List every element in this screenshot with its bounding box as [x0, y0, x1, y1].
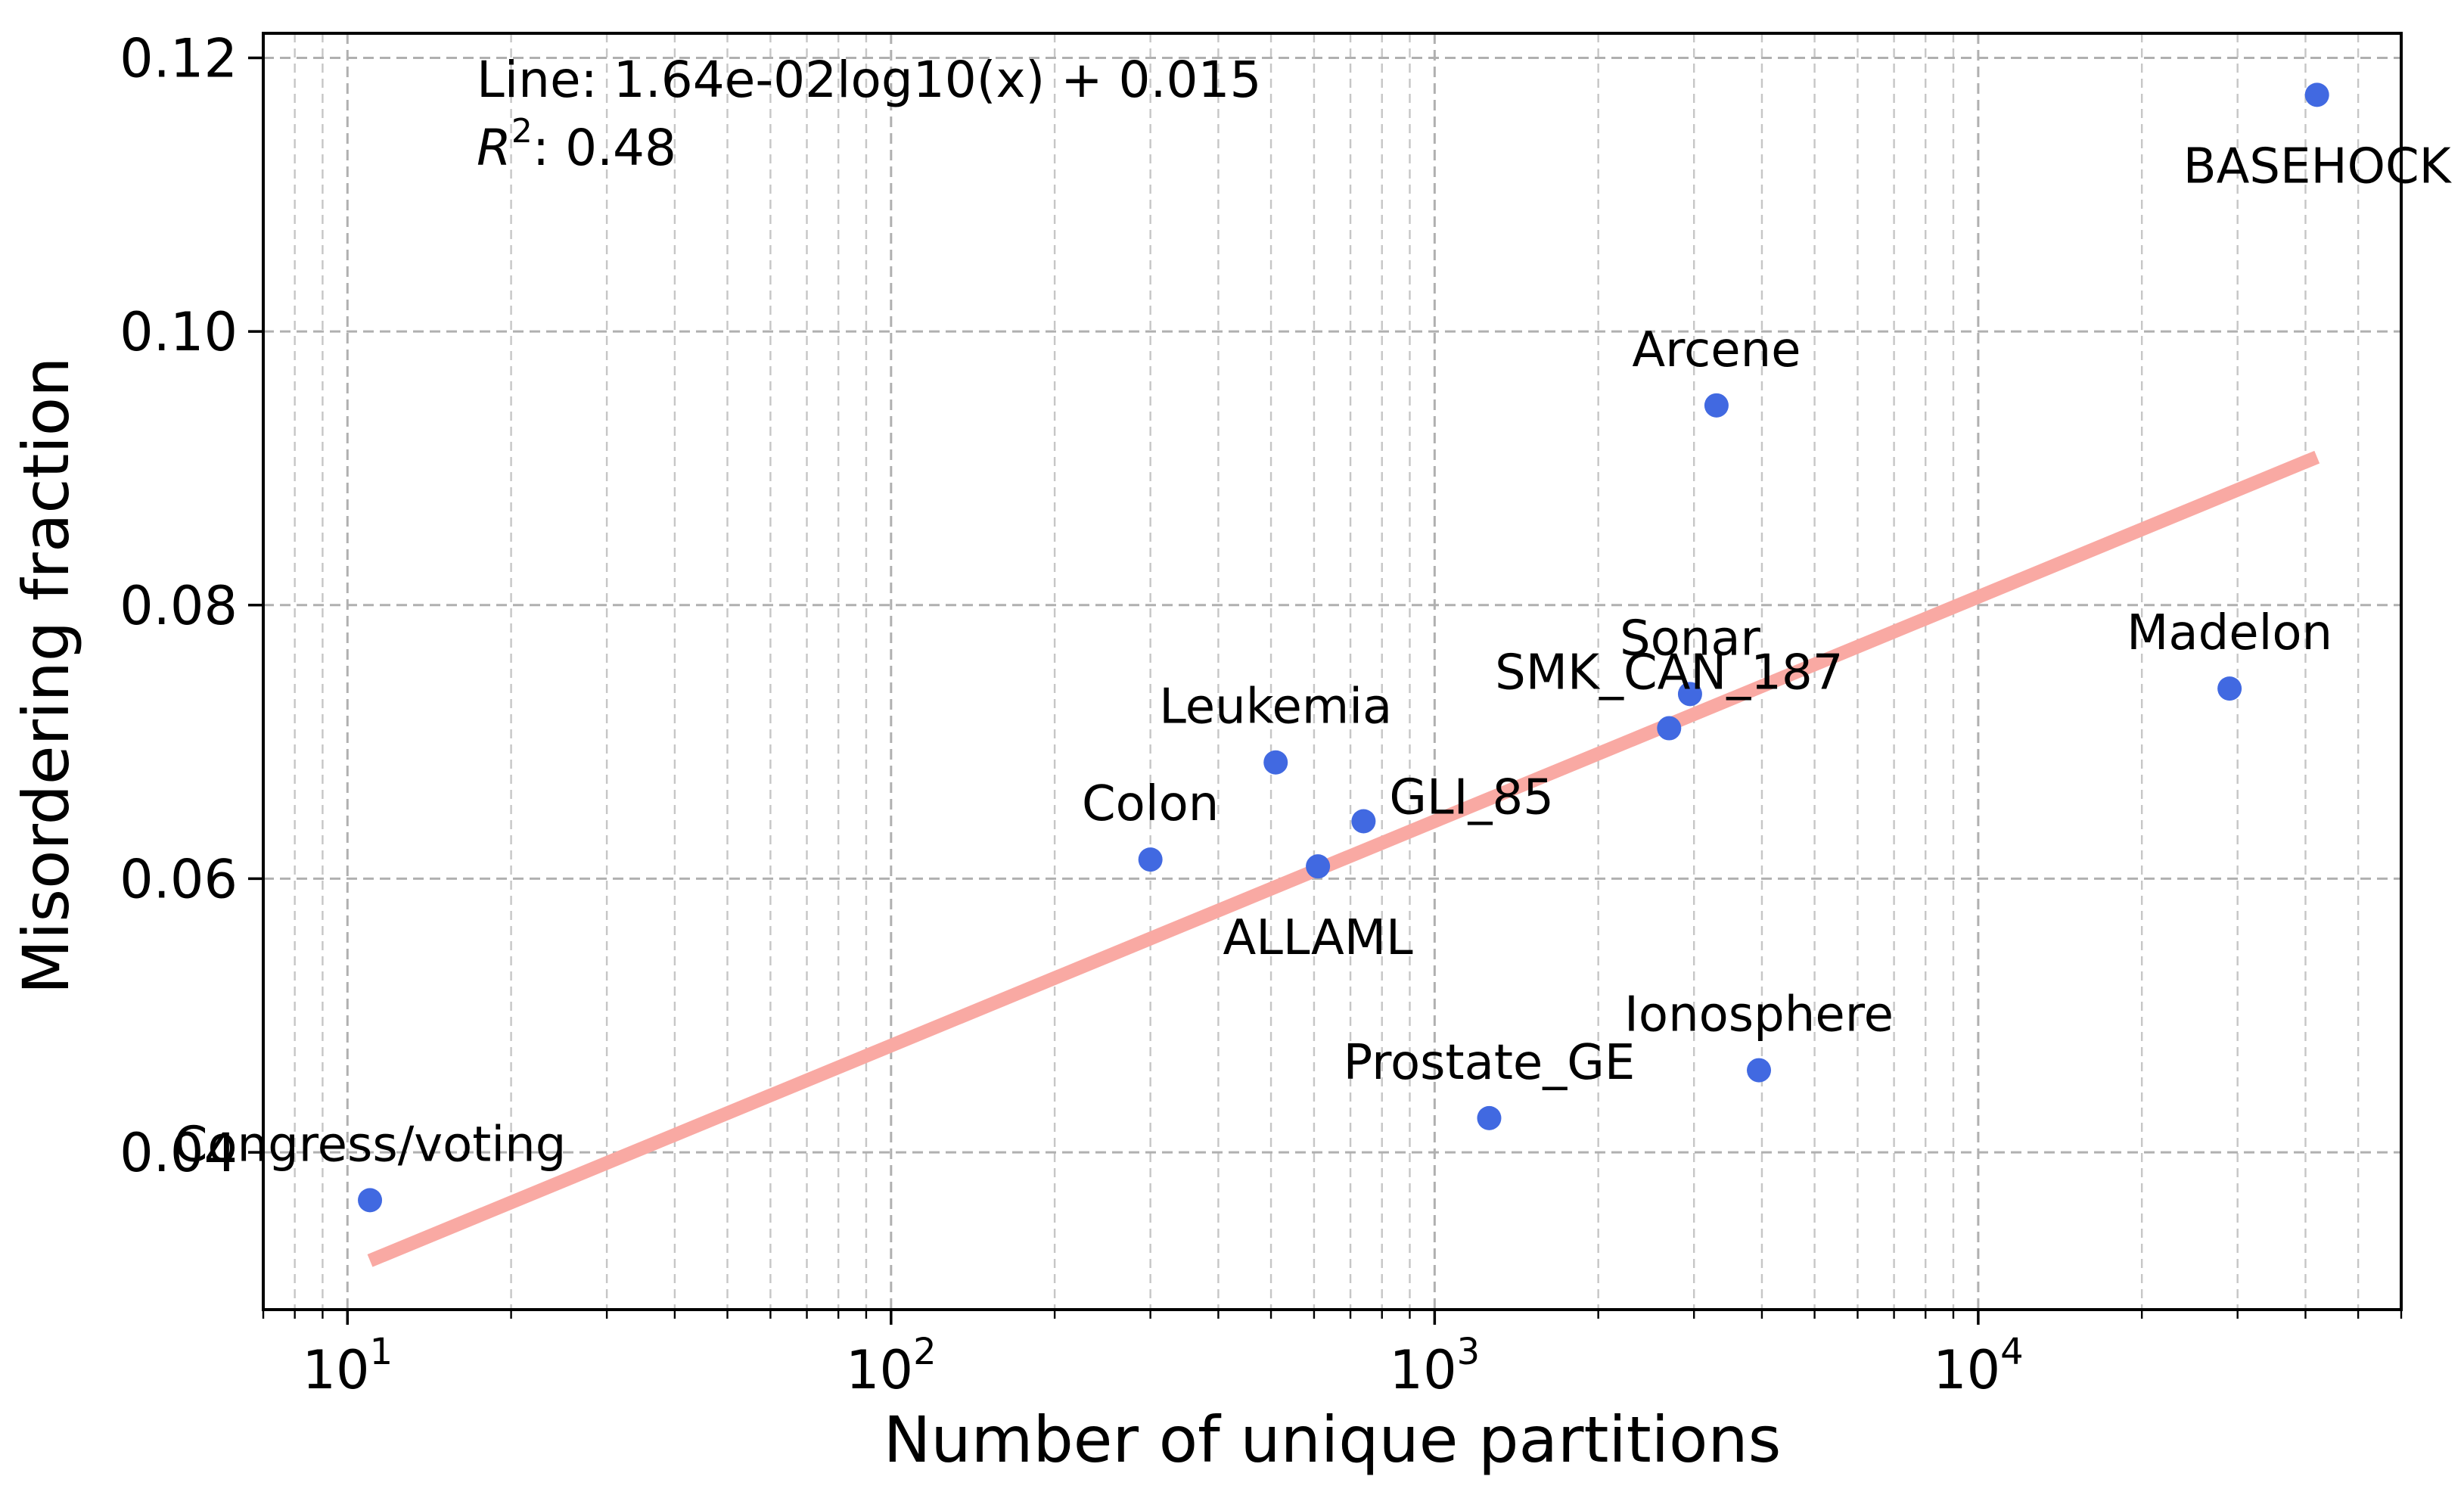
point-label: ALLAML — [1223, 910, 1413, 966]
point-label: Leukemia — [1159, 679, 1392, 735]
x-tick-label: 103 — [1390, 1331, 1481, 1401]
x-tick-exponent: 2 — [913, 1331, 937, 1373]
data-point — [1747, 1058, 1772, 1083]
x-tick-exponent: 1 — [370, 1331, 393, 1373]
data-point — [1477, 1105, 1502, 1130]
fit-line-group — [367, 450, 2320, 1267]
data-point — [1306, 854, 1331, 879]
point-label: Arcene — [1632, 322, 1801, 378]
y-tick-label: 0.12 — [120, 28, 238, 90]
data-point — [1263, 750, 1288, 775]
grid — [262, 33, 2403, 1310]
data-point — [1351, 809, 1376, 834]
y-tick-label: 0.06 — [120, 848, 238, 910]
data-point — [1138, 847, 1163, 872]
data-point — [1677, 682, 1702, 707]
data-point — [358, 1188, 383, 1213]
point-labels: Congress/voting Colon Leukemia ALLAML GLI_85… — [174, 138, 2453, 1173]
data-point — [1657, 716, 1682, 741]
y-tick-label: 0.04 — [120, 1122, 238, 1184]
x-tick-label: 104 — [1933, 1331, 2024, 1401]
x-tick-base: 10 — [846, 1339, 913, 1401]
point-label: BASEHOCK — [2183, 138, 2453, 194]
x-tick-exponent: 3 — [1457, 1331, 1481, 1373]
plot-frame — [262, 32, 2403, 1311]
x-axis-title: Number of unique partitions — [884, 1403, 1782, 1477]
point-label: Madelon — [2127, 605, 2332, 661]
point-label: GLI_85 — [1389, 769, 1554, 825]
annotation-r-squared: R2: 0.48 — [477, 112, 676, 177]
data-point — [1704, 393, 1729, 418]
data-point — [2217, 676, 2242, 701]
x-tick-base: 10 — [302, 1339, 369, 1401]
point-label: Sonar — [1620, 611, 1761, 667]
point-label: Prostate_GE — [1344, 1035, 1636, 1091]
x-tick-base: 10 — [1933, 1339, 2000, 1401]
y-tick-label: 0.08 — [120, 575, 238, 637]
x-tick-label: 101 — [302, 1331, 393, 1401]
r-squared-value: : 0.48 — [533, 119, 676, 177]
x-tick-exponent: 4 — [2000, 1331, 2024, 1373]
x-tick-label: 102 — [846, 1331, 937, 1401]
r-squared-exponent: 2 — [511, 112, 533, 151]
r-squared-symbol: R — [477, 119, 511, 177]
point-label: SMK_CAN_187 — [1495, 645, 1843, 701]
data-point — [2304, 82, 2329, 107]
x-tick-base: 10 — [1390, 1339, 1457, 1401]
point-label: Ionosphere — [1624, 987, 1894, 1043]
fit-line — [367, 450, 2320, 1267]
data-points — [358, 82, 2329, 1213]
point-label: Congress/voting — [174, 1117, 567, 1173]
point-label: Colon — [1082, 776, 1219, 832]
y-axis-title: Misordering fraction — [9, 357, 83, 995]
y-tick-label: 0.10 — [120, 301, 238, 363]
annotation-fit-equation: Line: 1.64e-02log10(x) + 0.015 — [477, 51, 1261, 109]
